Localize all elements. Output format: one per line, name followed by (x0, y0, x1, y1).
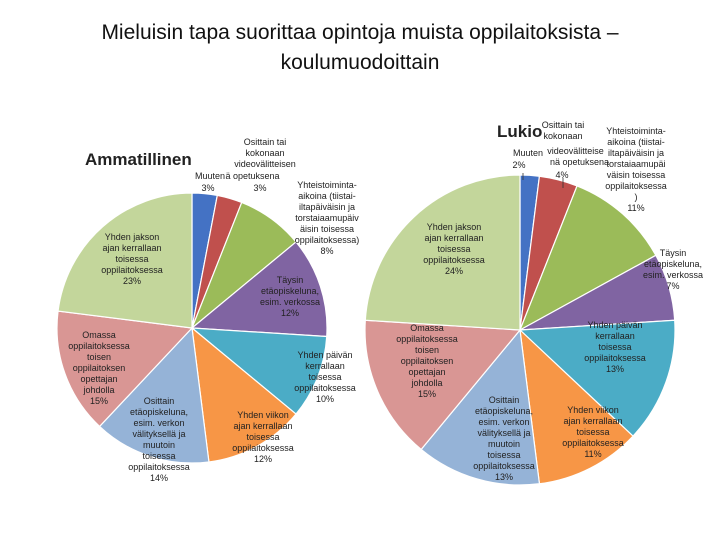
lukio-pie (364, 174, 676, 486)
ammatillinen-label-video-4: ä opetuksena (225, 171, 280, 181)
lukio-title: Lukio (497, 122, 543, 141)
ammatillinen-label-video-pct: 3% (253, 183, 267, 193)
lukio-label-muuten-pct: 2% (512, 160, 526, 170)
lukio-slice-2 (518, 185, 657, 332)
lukio-label-viikko: Yhden viikon ajan kerrallaan toisessa op… (562, 405, 624, 459)
lukio-label-osittain: Osittain etäopiskeluna, esim. verkon väl… (473, 395, 535, 482)
lukio-slice-5 (519, 328, 634, 485)
ammatillinen-slice-8 (57, 192, 193, 329)
ammatillinen-label-video-1: Osittain tai (243, 137, 287, 147)
ammatillinen-label-taysin: Täysin etäopiskeluna, esim. verkossa 12% (259, 275, 321, 318)
ammatillinen-label-jakso: Yhden jakson ajan kerrallaan toisessa op… (101, 232, 163, 286)
ammatillinen-label-paiva: Yhden päivän kerrallaan toisessa oppilai… (294, 350, 356, 404)
lukio-label-muuten: Muuten (512, 148, 544, 158)
lukio-slice-4 (518, 319, 676, 437)
lukio-label-paiva: Yhden päivän kerrallaan toisessa oppilai… (584, 320, 646, 374)
lukio-label-video-3: videovälitteise (547, 146, 604, 156)
ammatillinen-label-muuten-pct: 3% (201, 183, 215, 193)
ammatillinen-slice-7 (56, 310, 194, 428)
lukio-label-yhteistoiminta: Yhteistoiminta- aikoina (tiistai- iltapä… (605, 126, 667, 213)
ammatillinen-label-yhteistoiminta: Yhteistoiminta- aikoina (tiistai- iltapä… (294, 180, 360, 256)
ammatillinen-slice-4 (190, 327, 328, 415)
ammatillinen-label-muuten: Muuten (194, 171, 226, 181)
lukio-label-video-1: Osittain tai (541, 120, 585, 130)
ammatillinen-slice-3 (190, 241, 328, 338)
ammatillinen-title: Ammatillinen (85, 150, 192, 169)
ammatillinen-label-video-3: videovälitteisen (234, 159, 296, 169)
ammatillinen-label-osittain: Osittain etäopiskeluna, esim. verkon väl… (128, 396, 190, 483)
lukio-label-video-4: nä opetuksena (549, 157, 610, 167)
lukio-slice-6 (420, 328, 541, 486)
lukio-label-video-pct: 4% (555, 170, 569, 180)
lukio-label-video-2: kokonaan (543, 131, 583, 141)
page-title: Mieluisin tapa suorittaa opintoja muista… (101, 21, 619, 74)
ammatillinen-slice-5 (191, 326, 297, 463)
lukio-label-omassa: Omassa oppilaitoksessa toisen oppilaitok… (396, 323, 458, 399)
lukio-slice-7 (364, 319, 522, 451)
ammatillinen-slice-6 (98, 326, 210, 464)
ammatillinen-pie (56, 192, 328, 464)
ammatillinen-label-omassa: Omassa oppilaitoksessa toisen oppilaitok… (68, 330, 130, 406)
ammatillinen-label-viikko: Yhden viikon ajan kerrallaan toisessa op… (232, 410, 294, 464)
ammatillinen-label-video-2: kokonaan (245, 148, 285, 158)
lukio-label-taysin: Täysin etäopiskeluna, esim. verkossa 7% (642, 248, 704, 291)
lukio-slice-8 (364, 174, 521, 331)
lukio-label-jakso: Yhden jakson ajan kerrallaan toisessa op… (423, 222, 485, 276)
